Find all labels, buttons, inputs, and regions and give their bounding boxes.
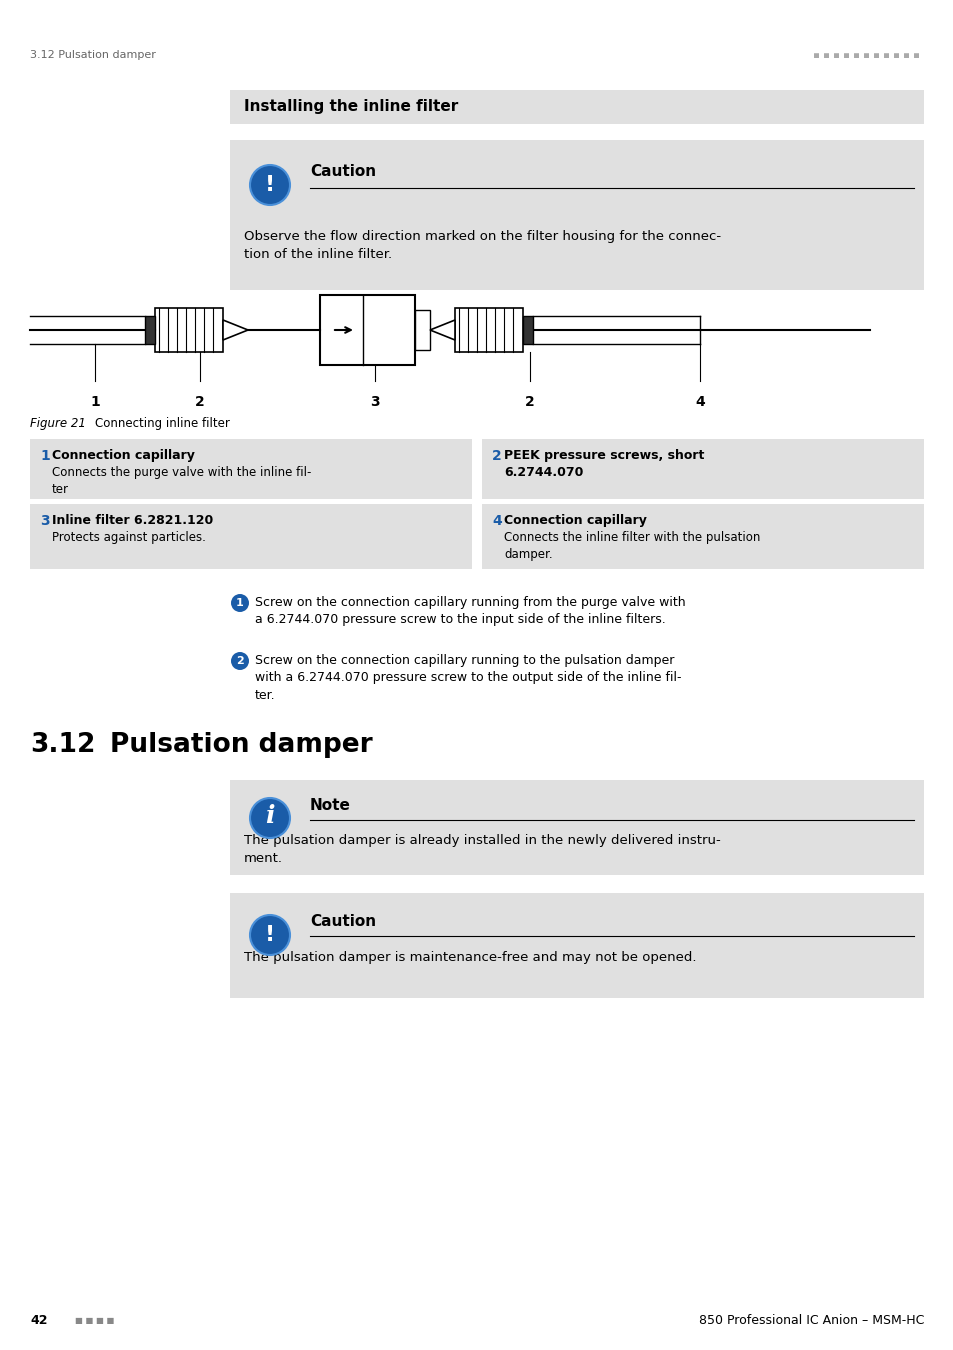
Text: Figure 21: Figure 21	[30, 417, 86, 431]
Text: 4: 4	[492, 514, 501, 528]
Text: Connection capillary: Connection capillary	[52, 450, 194, 462]
Text: Protects against particles.: Protects against particles.	[52, 531, 206, 544]
Text: !: !	[265, 925, 274, 945]
Bar	[30, 439, 472, 500]
Circle shape	[250, 915, 290, 954]
Text: The pulsation damper is already installed in the newly delivered instru-
ment.: The pulsation damper is already installe…	[244, 834, 720, 865]
Polygon shape	[223, 320, 248, 340]
Text: 850 Professional IC Anion – MSM-HC: 850 Professional IC Anion – MSM-HC	[698, 1314, 923, 1327]
Text: Connects the purge valve with the inline fil-
ter: Connects the purge valve with the inline…	[52, 466, 311, 495]
Circle shape	[231, 594, 249, 612]
Bar	[30, 504, 472, 568]
Text: 2: 2	[236, 656, 244, 666]
Circle shape	[250, 798, 290, 838]
Text: ■ ■ ■ ■: ■ ■ ■ ■	[75, 1315, 117, 1324]
Polygon shape	[430, 320, 455, 340]
Text: Connecting inline filter: Connecting inline filter	[95, 417, 230, 431]
Text: 3: 3	[40, 514, 50, 528]
Text: 2: 2	[524, 396, 535, 409]
Text: !: !	[265, 176, 274, 194]
Bar	[230, 140, 923, 290]
Bar	[415, 310, 430, 350]
Text: Observe the flow direction marked on the filter housing for the connec-
tion of : Observe the flow direction marked on the…	[244, 230, 720, 261]
Text: Connection capillary: Connection capillary	[503, 514, 646, 526]
Text: Connects the inline filter with the pulsation
damper.: Connects the inline filter with the puls…	[503, 531, 760, 562]
Text: 42: 42	[30, 1314, 48, 1327]
Text: Note: Note	[310, 798, 351, 813]
Text: The pulsation damper is maintenance-free and may not be opened.: The pulsation damper is maintenance-free…	[244, 950, 696, 964]
Text: 1: 1	[90, 396, 100, 409]
Text: PEEK pressure screws, short: PEEK pressure screws, short	[503, 450, 703, 462]
Text: 2: 2	[195, 396, 205, 409]
Text: ■ ■ ■ ■ ■ ■ ■ ■ ■ ■ ■: ■ ■ ■ ■ ■ ■ ■ ■ ■ ■ ■	[813, 50, 923, 59]
Text: 3.12 Pulsation damper: 3.12 Pulsation damper	[30, 50, 155, 59]
Circle shape	[250, 165, 290, 205]
Bar	[481, 439, 923, 500]
Text: Caution: Caution	[310, 165, 375, 180]
Text: 1: 1	[236, 598, 244, 608]
Text: 4: 4	[695, 396, 704, 409]
Text: 1: 1	[40, 450, 50, 463]
Bar	[230, 780, 923, 875]
Bar	[230, 892, 923, 998]
Text: Screw on the connection capillary running to the pulsation damper
with a 6.2744.: Screw on the connection capillary runnin…	[254, 653, 680, 702]
Text: Screw on the connection capillary running from the purge valve with
a 6.2744.070: Screw on the connection capillary runnin…	[254, 595, 685, 626]
Bar	[154, 308, 223, 352]
Bar	[230, 90, 923, 124]
Text: Inline filter 6.2821.120: Inline filter 6.2821.120	[52, 514, 213, 526]
Bar	[481, 504, 923, 568]
Text: 2: 2	[492, 450, 501, 463]
Circle shape	[231, 652, 249, 670]
Text: Caution: Caution	[310, 914, 375, 929]
Text: 6.2744.070: 6.2744.070	[503, 466, 583, 479]
Text: 3: 3	[370, 396, 379, 409]
Bar	[522, 316, 533, 344]
Text: i: i	[265, 805, 274, 828]
Text: Pulsation damper: Pulsation damper	[110, 732, 373, 757]
Bar	[145, 316, 154, 344]
Bar	[455, 308, 522, 352]
Bar	[319, 296, 415, 364]
Text: Installing the inline filter: Installing the inline filter	[244, 100, 457, 115]
Text: 3.12: 3.12	[30, 732, 95, 757]
